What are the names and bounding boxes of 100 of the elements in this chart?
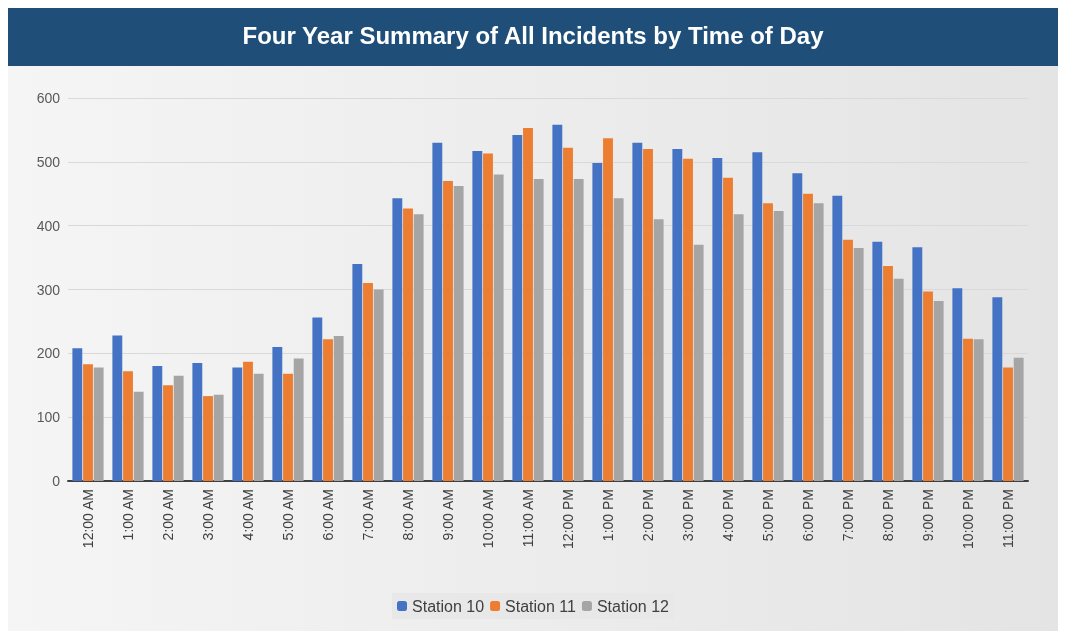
x-tick-label: 5:00 PM (760, 489, 776, 542)
bar (333, 336, 344, 481)
bar (853, 248, 864, 481)
bar (992, 297, 1003, 481)
bar (152, 366, 163, 481)
x-tick-label: 10:00 PM (960, 489, 976, 549)
x-tick-label: 2:00 AM (160, 489, 176, 541)
bar (792, 173, 803, 481)
bar (232, 367, 243, 481)
bar (363, 283, 373, 481)
bar (973, 339, 984, 481)
bar (813, 203, 824, 481)
bar (952, 288, 963, 481)
bar (773, 210, 784, 481)
bar (872, 241, 883, 481)
bar (893, 278, 904, 481)
bar (373, 289, 384, 481)
y-tick-label: 0 (52, 473, 61, 489)
x-tick-label: 7:00 AM (360, 489, 376, 541)
y-tick-label: 200 (36, 345, 61, 362)
x-tick-label: 2:00 PM (640, 489, 656, 542)
bar (93, 367, 104, 481)
bar (613, 198, 624, 481)
x-tick-label: 4:00 AM (240, 489, 256, 541)
bar (752, 152, 763, 481)
bar (293, 358, 304, 481)
chart-title: Four Year Summary of All Incidents by Time of Day (242, 21, 825, 49)
x-tick-label: 8:00 AM (400, 489, 416, 541)
x-tick-label: 3:00 AM (200, 489, 216, 541)
bar (843, 239, 853, 481)
bar (832, 195, 843, 481)
x-tick-label: 7:00 PM (840, 489, 856, 542)
bar (933, 300, 944, 481)
bar (453, 186, 464, 481)
bar (512, 135, 523, 481)
x-tick-label: 1:00 AM (120, 489, 136, 541)
x-tick-label: 8:00 PM (880, 489, 896, 542)
bar (763, 203, 773, 481)
legend-label: Station 11 (505, 597, 577, 615)
bar (472, 150, 483, 481)
bar (192, 362, 203, 481)
bar (573, 179, 584, 481)
bar (883, 265, 893, 481)
bar (592, 163, 603, 481)
bar (712, 158, 723, 481)
legend-label: Station 12 (596, 597, 670, 615)
y-tick-label: 100 (36, 409, 61, 426)
bar (533, 179, 544, 481)
bar (493, 174, 504, 481)
bar (963, 338, 973, 481)
bar (1013, 357, 1024, 481)
bar (632, 142, 643, 481)
bar (123, 371, 133, 481)
bar (923, 291, 933, 481)
bar (653, 219, 664, 481)
y-tick-label: 400 (36, 217, 61, 234)
bar (283, 373, 293, 481)
legend-label: Station 10 (412, 597, 485, 615)
bar (693, 244, 704, 481)
bar (603, 138, 613, 481)
y-tick-label: 600 (36, 90, 61, 106)
bar (643, 149, 653, 481)
bar (72, 348, 83, 481)
bar (912, 247, 923, 481)
x-tick-label: 11:00 AM (520, 489, 536, 548)
x-tick-label: 12:00 PM (560, 489, 576, 549)
x-tick-label: 6:00 AM (320, 489, 336, 541)
bar (723, 177, 733, 481)
x-tick-label: 4:00 PM (720, 489, 736, 542)
bar (323, 339, 333, 481)
x-tick-label: 12:00 AM (80, 489, 96, 549)
bar (392, 198, 403, 481)
x-tick-label: 10:00 AM (480, 489, 496, 549)
y-tick-label: 500 (36, 153, 61, 170)
bar (112, 335, 123, 481)
bar (733, 214, 744, 481)
x-tick-label: 9:00 AM (440, 489, 456, 541)
x-tick-label: 1:00 PM (600, 489, 616, 542)
bar (203, 396, 213, 481)
x-tick-label: 3:00 PM (680, 489, 696, 542)
x-tick-label: 11:00 PM (1000, 489, 1016, 548)
x-tick-label: 9:00 PM (920, 489, 936, 542)
bar (163, 385, 173, 481)
bar (403, 208, 413, 481)
bar (312, 317, 323, 481)
bar (523, 128, 533, 481)
y-tick-label: 300 (36, 281, 61, 298)
x-tick-label: 5:00 AM (280, 489, 296, 541)
x-tick-label: 6:00 PM (800, 489, 816, 542)
bar (272, 346, 283, 481)
bar (413, 214, 424, 481)
bar (83, 364, 93, 481)
bar (173, 375, 184, 481)
bar (352, 263, 363, 481)
bar (683, 158, 693, 481)
bar (253, 373, 264, 481)
bar (483, 153, 493, 481)
bar (672, 149, 683, 481)
bar (563, 147, 573, 481)
bar (432, 142, 443, 481)
